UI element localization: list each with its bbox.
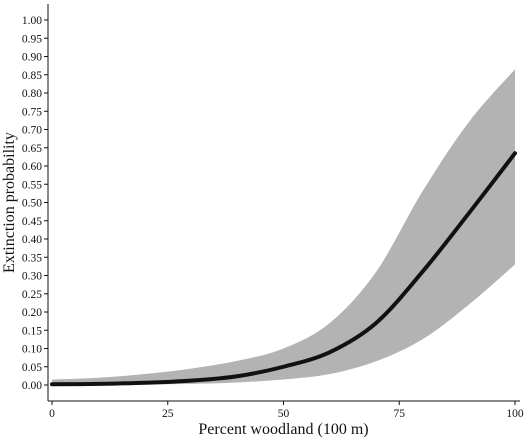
y-tick-label: 0.30 [22, 271, 42, 283]
confidence-band [52, 69, 515, 386]
y-tick-label: 1.00 [22, 15, 42, 27]
x-axis-title: Percent woodland (100 m) [198, 421, 368, 438]
y-tick-label: 0.35 [22, 252, 42, 264]
confidence-band-layer [52, 69, 515, 386]
y-tick-label: 0.40 [22, 234, 42, 246]
y-tick-label: 0.10 [22, 344, 42, 356]
x-tick-label: 100 [506, 408, 524, 420]
y-tick-label: 0.90 [22, 52, 42, 64]
y-tick-label: 0.85 [22, 70, 42, 82]
y-tick-label: 0.75 [22, 106, 42, 118]
y-tick-label: 0.15 [22, 325, 42, 337]
y-tick-label: 0.50 [22, 198, 42, 210]
y-tick-label: 0.65 [22, 143, 42, 155]
y-tick-label: 0.70 [22, 125, 42, 137]
fit-line [50, 151, 517, 387]
y-tick-label: 0.55 [22, 179, 42, 191]
fit-line-layer [50, 151, 517, 387]
y-ticks: 0.00 0.05 0.10 0.15 0.20 0.25 0.30 0.35 0.40 0.45… [22, 15, 48, 392]
y-tick-label: 0.45 [22, 216, 42, 228]
y-tick-label: 0.25 [22, 289, 42, 301]
y-tick-label: 0.60 [22, 161, 42, 173]
x-ticks: 0 25 50 75 100 [49, 401, 524, 420]
x-tick-label: 50 [278, 408, 290, 420]
y-tick-label: 0.05 [22, 362, 42, 374]
y-tick-label: 0.00 [22, 380, 42, 392]
y-tick-label: 0.20 [22, 307, 42, 319]
x-tick-label: 0 [49, 408, 55, 420]
x-tick-label: 25 [162, 408, 174, 420]
y-axis-title: Extinction probability [1, 132, 18, 273]
y-tick-label: 0.95 [22, 33, 42, 45]
x-tick-label: 75 [394, 408, 406, 420]
y-tick-label: 0.80 [22, 88, 42, 100]
